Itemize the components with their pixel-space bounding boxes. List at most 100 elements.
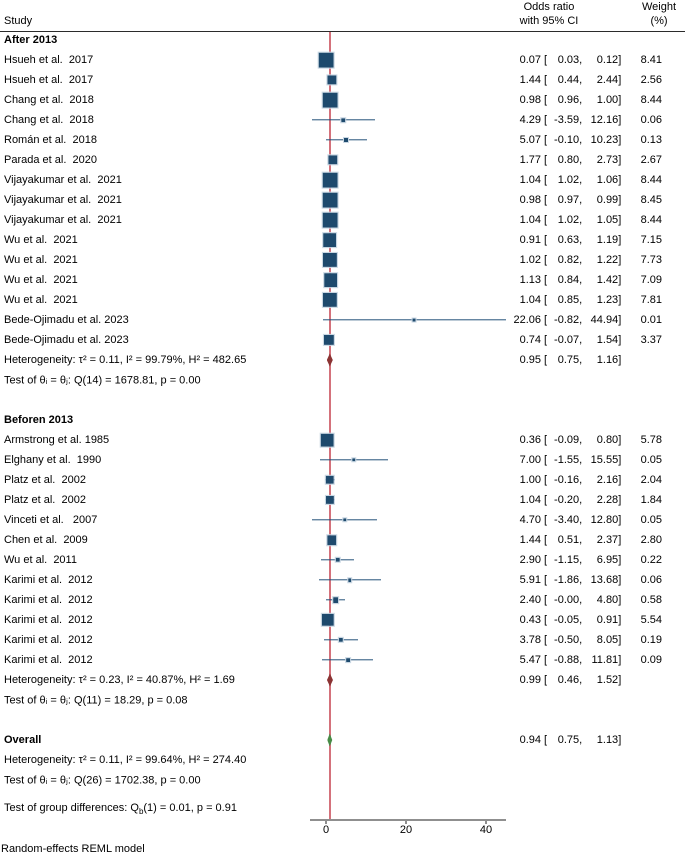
bracket-open: [ <box>541 534 548 546</box>
point-marker <box>340 117 346 123</box>
study-label: Vijayakumar et al. 2021 <box>4 174 122 186</box>
study-label: Hsueh et al. 2017 <box>4 74 94 86</box>
bracket-open: [ <box>541 234 548 246</box>
point-marker <box>325 494 336 506</box>
point-marker <box>320 432 335 448</box>
odds-ratio-value: 7.00 [-1.55, 15.55] <box>503 454 622 466</box>
bracket-close: ] <box>618 634 622 646</box>
study-label: Platz et al. 2002 <box>4 494 86 506</box>
group-difference-row: Test of group differences: Qb(1) = 0.01,… <box>0 799 685 819</box>
point-marker <box>320 612 335 628</box>
x-axis-tick <box>485 819 487 824</box>
ci-lower: 0.85 <box>557 294 580 306</box>
ci-lower: -0.09 <box>554 434 580 446</box>
study-label: Chen et al. 2009 <box>4 534 88 546</box>
odds-ratio-value: 1.04 [1.02, 1.06] <box>503 174 622 186</box>
bracket-close: ] <box>618 574 622 586</box>
odds-ratio-value: 1.04 [1.02, 1.05] <box>503 214 622 226</box>
bracket-open: [ <box>541 674 548 686</box>
study-row: Chang et al. 2018 0.98 [0.96, 1.00] 8.44 <box>0 90 685 110</box>
odds-ratio-value: 1.44 [0.44, 2.44] <box>503 74 622 86</box>
odds-ratio-value: 5.07 [-0.10, 10.23] <box>503 134 622 146</box>
bracket-open: [ <box>541 154 548 166</box>
weight-value: 7.73 <box>640 254 662 266</box>
or-estimate: 2.90 <box>519 554 541 566</box>
comma: , <box>579 74 583 86</box>
ci-upper: 15.55 <box>590 454 619 466</box>
comma: , <box>579 554 583 566</box>
odds-ratio-value: 1.04 [-0.20, 2.28] <box>503 494 622 506</box>
study-label: Armstrong et al. 1985 <box>4 434 110 446</box>
weight-value: 0.05 <box>640 454 662 466</box>
or-estimate: 1.77 <box>519 154 541 166</box>
overall-test-row: Test of θᵢ = θⱼ: Q(26) = 1702.38, p = 0.… <box>0 770 685 790</box>
study-label: Wu et al. 2021 <box>4 274 78 286</box>
study-row: Wu et al. 2021 1.13 [0.84, 1.42] 7.09 <box>0 270 685 290</box>
model-note: Random-effects REML model <box>1 843 145 855</box>
ci-lower: -0.10 <box>554 134 580 146</box>
ci-upper: 0.99 <box>596 194 619 206</box>
point-marker <box>341 517 348 523</box>
bracket-close: ] <box>618 314 622 326</box>
weight-value: 7.81 <box>640 294 662 306</box>
odds-ratio-value: 3.78 [-0.50, 8.05] <box>503 634 622 646</box>
heterogeneity-text: Heterogeneity: τ² = 0.11, I² = 99.79%, H… <box>4 354 247 366</box>
study-row: Platz et al. 2002 1.00 [-0.16, 2.16] 2.04 <box>0 470 685 490</box>
weight-value: 5.78 <box>640 434 662 446</box>
odds-ratio-value: 0.95 [0.75, 1.16] <box>503 354 622 366</box>
comma: , <box>579 274 583 286</box>
bracket-close: ] <box>618 74 622 86</box>
ci-lower: -0.07 <box>554 334 580 346</box>
ci-upper: 2.44 <box>596 74 619 86</box>
ci-upper: 1.23 <box>596 294 619 306</box>
or-estimate: 5.47 <box>519 654 541 666</box>
study-row: Karimi et al. 2012 2.40 [-0.00, 4.80] 0.58 <box>0 590 685 610</box>
bracket-open: [ <box>541 454 548 466</box>
or-estimate: 1.04 <box>519 174 541 186</box>
ci-upper: 0.12 <box>596 54 619 66</box>
weight-value: 0.06 <box>640 574 662 586</box>
study-row: Armstrong et al. 1985 0.36 [-0.09, 0.80] 5.… <box>0 430 685 450</box>
or-estimate: 1.04 <box>519 294 541 306</box>
overall-label: Overall <box>4 734 42 746</box>
study-row: Karimi et al. 2012 0.43 [-0.05, 0.91] 5.54 <box>0 610 685 630</box>
odds-ratio-value: 1.77 [0.80, 2.73] <box>503 154 622 166</box>
bracket-close: ] <box>618 454 622 466</box>
or-estimate: 4.29 <box>519 114 541 126</box>
bracket-close: ] <box>618 134 622 146</box>
weight-value: 0.13 <box>640 134 662 146</box>
odds-ratio-value: 0.07 [0.03, 0.12] <box>503 54 622 66</box>
weight-value: 8.45 <box>640 194 662 206</box>
point-marker <box>337 636 345 644</box>
or-estimate: 3.78 <box>519 634 541 646</box>
comma: , <box>579 254 583 266</box>
ci-lower: 0.03 <box>557 54 580 66</box>
comma: , <box>579 334 583 346</box>
or-estimate: 1.44 <box>519 534 541 546</box>
study-row: Karimi et al. 2012 3.78 [-0.50, 8.05] 0.19 <box>0 630 685 650</box>
ci-lower: -0.50 <box>554 634 580 646</box>
ci-upper: 1.05 <box>596 214 619 226</box>
bracket-open: [ <box>541 274 548 286</box>
ci-lower: 0.44 <box>557 74 580 86</box>
study-label: Karimi et al. 2012 <box>4 634 93 646</box>
ci-lower: 1.02 <box>557 174 580 186</box>
column-header-study: Study <box>4 15 33 27</box>
bracket-open: [ <box>541 334 548 346</box>
ci-lower: 0.82 <box>557 254 580 266</box>
or-estimate: 1.44 <box>519 74 541 86</box>
bracket-close: ] <box>618 194 622 206</box>
study-label: Karimi et al. 2012 <box>4 594 93 606</box>
ci-lower: 0.97 <box>557 194 580 206</box>
ci-upper: 11.81 <box>591 654 619 666</box>
point-marker <box>321 191 339 209</box>
comma: , <box>579 454 583 466</box>
or-estimate: 0.43 <box>519 614 541 626</box>
comma: , <box>579 434 583 446</box>
bracket-close: ] <box>618 234 622 246</box>
weight-value: 0.19 <box>640 634 662 646</box>
study-label: Wu et al. 2011 <box>4 554 77 566</box>
or-estimate: 1.02 <box>519 254 541 266</box>
study-row: Wu et al. 2021 1.02 [0.82, 1.22] 7.73 <box>0 250 685 270</box>
x-axis-tick <box>405 819 407 824</box>
